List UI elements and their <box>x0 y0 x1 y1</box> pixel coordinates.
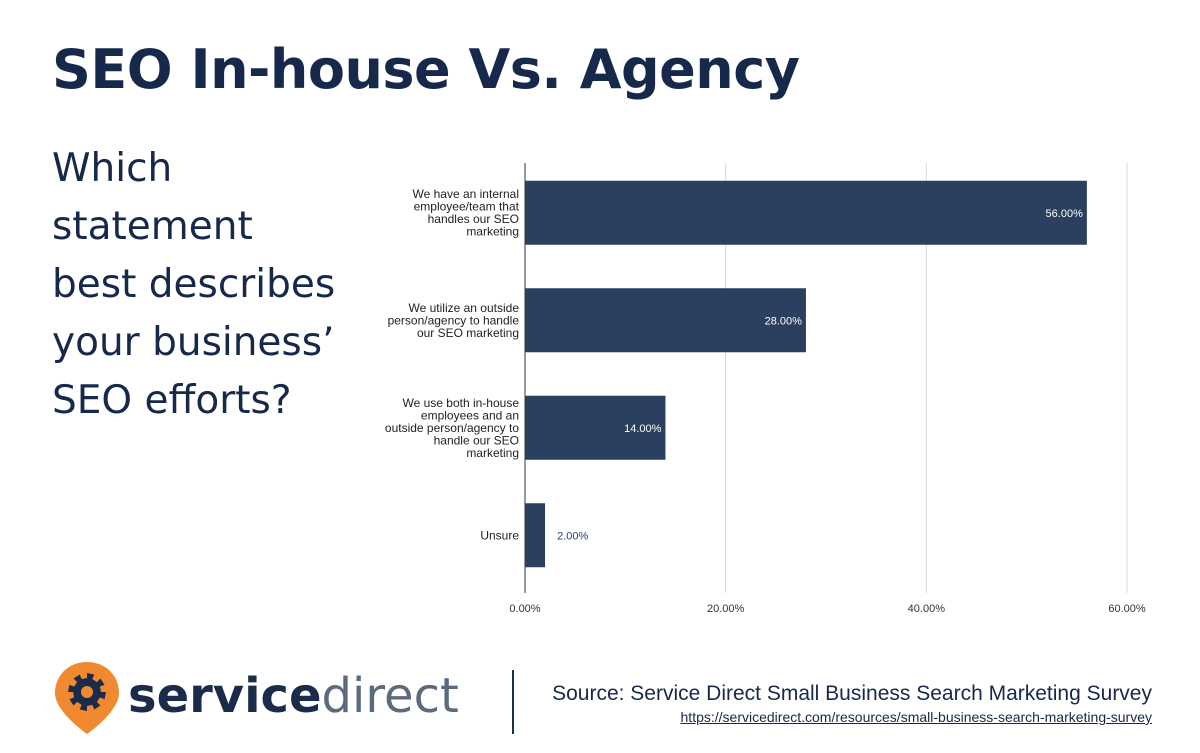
service-direct-logo: servicedirect <box>52 660 472 736</box>
bar <box>525 288 806 353</box>
category-label-line: our SEO marketing <box>417 326 519 340</box>
category-label: We have an internal employee/team that han… <box>412 187 519 239</box>
category-label-line: employee/team that <box>414 200 520 214</box>
category-label-line: marketing <box>466 225 519 239</box>
x-tick-label: 40.00% <box>908 603 946 615</box>
category-label-line: We utilize an outside <box>408 301 519 315</box>
category-label-line: handles our SEO <box>428 212 519 226</box>
logo-word-direct: direct <box>321 668 459 724</box>
source-citation: Source: Service Direct Small Business Se… <box>552 681 1152 727</box>
source-link[interactable]: https://servicedirect.com/resources/smal… <box>680 709 1152 725</box>
question-line: best describes <box>52 262 336 307</box>
source-text: Source: Service Direct Small Business Se… <box>552 682 1152 705</box>
data-label: 2.00% <box>557 530 588 542</box>
category-label: We use both in-house employees and an outs… <box>385 396 519 460</box>
category-label-line: marketing <box>466 446 519 460</box>
category-label-line: handle our SEO <box>434 433 519 447</box>
bar <box>525 503 546 568</box>
category-label: Unsure <box>480 528 519 542</box>
logo-word-service: service <box>128 668 322 724</box>
category-label-line: We have an internal <box>412 187 519 201</box>
gear-hole <box>81 686 93 698</box>
question-line: SEO efforts? <box>52 378 292 423</box>
data-label: 28.00% <box>765 315 803 327</box>
bar <box>525 395 666 460</box>
survey-question: Which statement best describes your busi… <box>52 140 352 430</box>
x-tick-label: 0.00% <box>509 603 540 615</box>
bar <box>525 180 1087 245</box>
page-title: SEO In-house Vs. Agency <box>52 38 800 101</box>
x-tick-label: 20.00% <box>707 603 745 615</box>
x-tick-label: 60.00% <box>1108 603 1146 615</box>
gear-pin-icon <box>55 662 119 734</box>
category-label: We utilize an outside person/agency to ha… <box>388 301 520 340</box>
category-label-line: outside person/agency to <box>385 421 519 435</box>
footer-divider <box>512 670 514 734</box>
category-label-line: employees and an <box>421 408 519 422</box>
logo-wordmark: servicedirect <box>128 666 459 726</box>
data-label: 56.00% <box>1046 208 1084 220</box>
category-label-line: Unsure <box>480 528 519 542</box>
category-label-line: person/agency to handle <box>388 313 520 327</box>
question-line: statement <box>52 204 253 249</box>
category-label-line: We use both in-house <box>402 396 519 410</box>
question-line: your business’ <box>52 320 335 365</box>
question-line: Which <box>52 146 173 191</box>
data-label: 14.00% <box>624 423 662 435</box>
